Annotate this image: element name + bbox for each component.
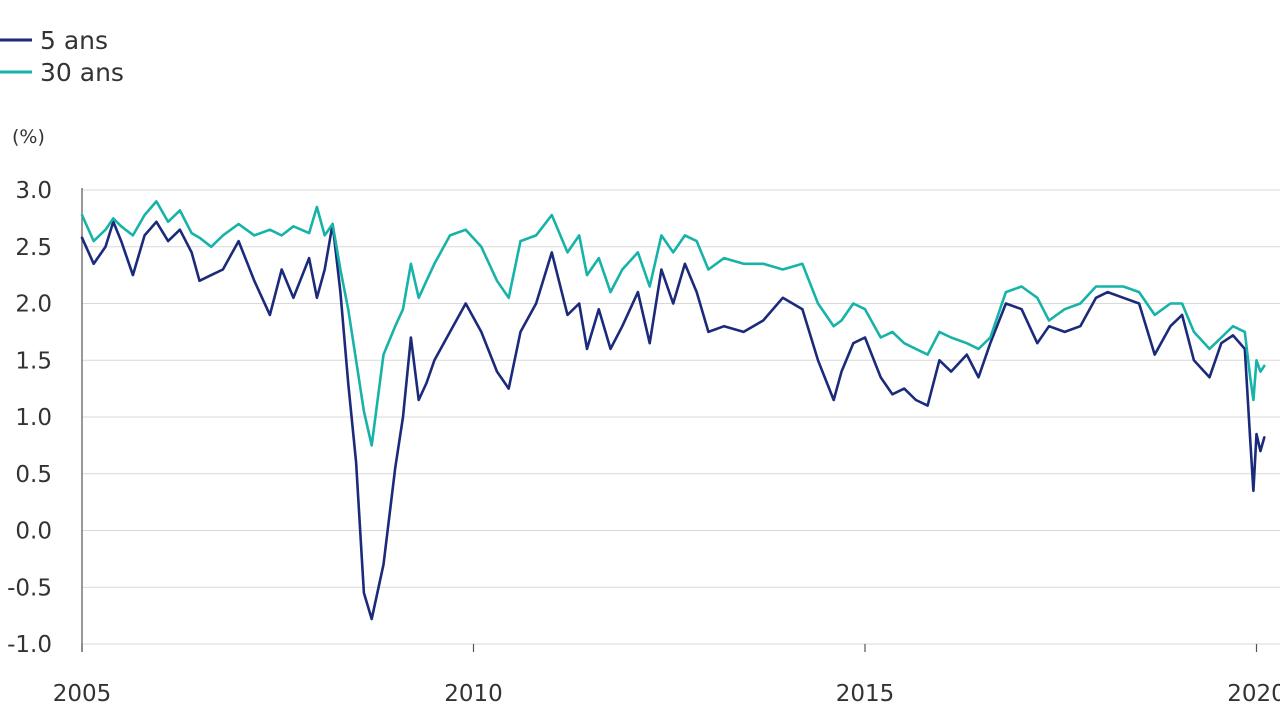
legend-label: 5 ans [40, 26, 108, 55]
y-tick-label: 2.5 [15, 235, 52, 261]
y-axis-unit-label: (%) [12, 126, 45, 148]
y-axis-ticks: 3.0 2.5 2.0 1.5 1.0 0.5 0.0 -0.5 -1.0 [7, 178, 52, 658]
x-axis: 2005 2010 2015 2020 [53, 188, 1280, 707]
series-line-30-ans [80, 200, 1266, 447]
y-tick-label: 1.5 [15, 348, 52, 374]
y-tick-label: 3.0 [15, 178, 52, 204]
legend: 5 ans 30 ans [0, 26, 124, 87]
y-grid [82, 189, 1280, 645]
series-line-5-ans [80, 220, 1266, 621]
x-tick-label: 2015 [836, 681, 895, 707]
x-tick-label: 2020 [1227, 681, 1280, 707]
plot-area [80, 200, 1266, 621]
x-tick-label: 2005 [53, 681, 112, 707]
y-tick-label: 0.5 [15, 462, 52, 488]
y-tick-label: 1.0 [15, 405, 52, 431]
x-tick-label: 2010 [444, 681, 503, 707]
y-tick-label: -1.0 [7, 632, 52, 658]
legend-label: 30 ans [40, 58, 124, 87]
y-tick-label: -0.5 [7, 575, 52, 601]
y-tick-label: 2.0 [15, 292, 52, 318]
y-tick-label: 0.0 [15, 519, 52, 545]
